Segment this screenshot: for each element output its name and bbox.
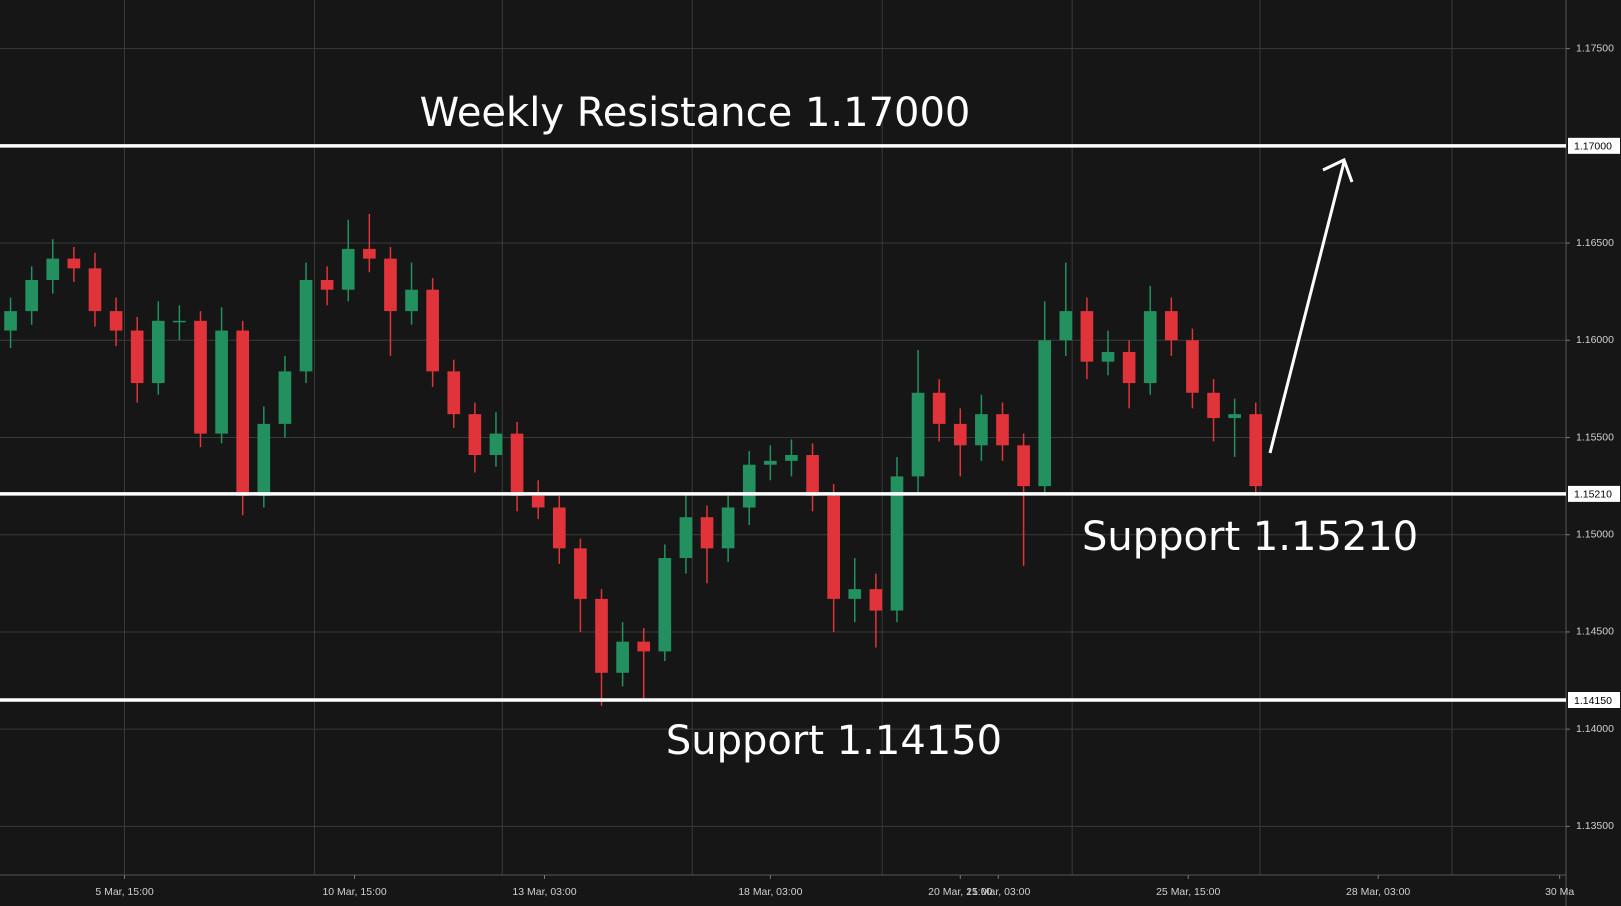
candle-body	[869, 589, 883, 611]
candle-body	[447, 371, 461, 415]
candle-body	[531, 495, 545, 508]
candle-body	[130, 330, 144, 384]
candle-body	[806, 455, 819, 496]
candle-body	[1186, 340, 1199, 393]
candle-body	[742, 464, 756, 508]
candle-body	[616, 641, 629, 673]
candle-body	[890, 476, 904, 611]
candle-body	[299, 280, 313, 372]
candle-body	[341, 248, 355, 290]
candle-body	[109, 311, 123, 331]
x-tick-label: 30 Ma	[1545, 886, 1574, 898]
candle-body	[151, 320, 165, 384]
level-tag	[1568, 485, 1620, 502]
annotation: Support 1.14150	[666, 718, 1002, 764]
candle-body	[911, 392, 925, 477]
y-tick-label: 1.13500	[1576, 820, 1614, 832]
candle-body	[320, 280, 334, 290]
candle-body	[363, 248, 376, 259]
y-tick-label: 1.14000	[1576, 723, 1614, 735]
candle-body	[1228, 414, 1241, 419]
candle-body	[510, 433, 524, 496]
y-tick-label: 1.17500	[1576, 42, 1614, 54]
candle-body	[1080, 311, 1094, 362]
candle-body	[721, 507, 735, 549]
candle-body	[574, 548, 587, 599]
candle-body	[489, 433, 503, 455]
x-tick-label: 25 Mar, 15:00	[1156, 886, 1220, 898]
candle-body	[785, 455, 798, 461]
candle-body	[1101, 351, 1115, 362]
projection-arrow	[1268, 161, 1346, 454]
x-tick-label: 28 Mar, 03:00	[1346, 886, 1410, 898]
level-tag	[1568, 692, 1620, 708]
x-tick-label: 5 Mar, 15:00	[95, 886, 154, 898]
candle-body	[996, 414, 1009, 446]
x-tick-label: 21 Mar, 03:00	[966, 886, 1030, 898]
candle-body	[658, 558, 672, 652]
candle-body	[67, 258, 81, 269]
level-label: 1.17000	[1574, 141, 1612, 153]
candle-body	[827, 495, 840, 599]
candle-body	[194, 320, 207, 434]
y-tick-label: 1.15500	[1576, 431, 1614, 443]
candle-body	[1143, 311, 1157, 384]
arrow-head	[1322, 157, 1354, 183]
candle-body	[637, 641, 651, 652]
candle-body	[4, 311, 17, 331]
candle-body	[1122, 351, 1136, 384]
level-label: 1.14150	[1574, 695, 1612, 707]
candle-body	[552, 507, 566, 549]
candle-body	[1165, 311, 1178, 341]
x-tick-label: 13 Mar, 03:00	[512, 886, 576, 898]
y-tick-label: 1.14500	[1576, 626, 1614, 638]
x-tick-label: 10 Mar, 15:00	[322, 886, 386, 898]
candle-body	[1017, 445, 1030, 487]
candle-body	[426, 289, 439, 372]
candle-body	[257, 423, 271, 496]
candle-body	[848, 589, 862, 599]
annotation: Weekly Resistance 1.17000	[420, 90, 971, 136]
candle-body	[953, 423, 967, 446]
candle-body	[468, 414, 482, 455]
y-tick-label: 1.16000	[1576, 334, 1614, 346]
overlay: 1.13500 1.14000 1.14500 1.15000 1.15500 1.160…	[0, 42, 1620, 898]
candle-body	[25, 280, 38, 312]
candle-body	[764, 460, 777, 465]
candles	[4, 213, 1263, 706]
candle-body	[46, 258, 60, 280]
y-tick-label: 1.15000	[1576, 529, 1614, 541]
candle-body	[1059, 311, 1073, 341]
annotation: Support 1.15210	[1082, 514, 1418, 560]
candle-body	[215, 330, 228, 434]
candle-body	[932, 392, 946, 424]
candle-body	[384, 258, 397, 312]
candle-body	[173, 320, 186, 323]
level-tag	[1568, 137, 1620, 154]
level-label: 1.15210	[1574, 489, 1612, 501]
candle-body	[1207, 392, 1220, 419]
candle-body	[88, 268, 102, 312]
candle-body	[679, 517, 693, 559]
candle-body	[1249, 414, 1263, 487]
x-tick-label: 18 Mar, 03:00	[738, 886, 802, 898]
candle-body	[1038, 340, 1052, 487]
candle-body	[278, 371, 292, 424]
candle-body	[236, 330, 250, 496]
candle-body	[405, 289, 418, 312]
candle-body	[700, 517, 714, 549]
x-tick-label: 20 Mar, 15:00	[928, 886, 992, 898]
candle-body	[975, 414, 988, 446]
candle-body	[595, 598, 608, 673]
y-tick-label: 1.16500	[1576, 237, 1614, 249]
